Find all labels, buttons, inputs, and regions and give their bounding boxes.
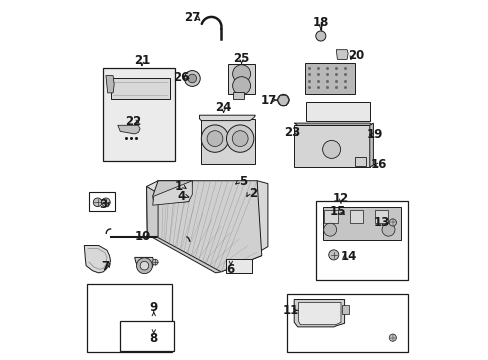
Circle shape — [226, 125, 253, 152]
Polygon shape — [199, 115, 255, 121]
Text: 27: 27 — [184, 11, 200, 24]
Circle shape — [381, 223, 394, 236]
Bar — [286, 294, 407, 352]
Circle shape — [388, 219, 396, 226]
Bar — [324, 210, 337, 223]
Polygon shape — [106, 76, 114, 93]
Circle shape — [232, 65, 250, 83]
Text: 9: 9 — [149, 301, 158, 314]
Polygon shape — [369, 123, 373, 167]
Text: 26: 26 — [173, 71, 189, 84]
Circle shape — [184, 71, 200, 86]
Circle shape — [232, 77, 250, 95]
Bar — [342, 305, 348, 314]
Text: 16: 16 — [369, 158, 386, 171]
Circle shape — [232, 131, 247, 147]
Bar — [232, 92, 244, 99]
Bar — [120, 321, 173, 351]
Polygon shape — [336, 50, 347, 59]
Circle shape — [323, 223, 336, 236]
Bar — [89, 192, 115, 211]
Bar — [374, 210, 387, 223]
Polygon shape — [200, 119, 254, 164]
Polygon shape — [298, 302, 340, 325]
Polygon shape — [158, 181, 261, 272]
Text: 3: 3 — [99, 198, 107, 211]
Polygon shape — [228, 64, 255, 94]
Polygon shape — [136, 258, 152, 274]
Text: 4: 4 — [177, 190, 185, 203]
Text: 10: 10 — [135, 230, 151, 243]
Text: 18: 18 — [312, 16, 328, 29]
Text: 22: 22 — [125, 115, 142, 128]
Text: 20: 20 — [347, 49, 364, 62]
Text: 25: 25 — [233, 52, 249, 65]
Circle shape — [201, 125, 228, 152]
Circle shape — [296, 138, 305, 147]
Text: 24: 24 — [215, 101, 231, 114]
Text: 6: 6 — [226, 263, 234, 276]
Polygon shape — [355, 157, 366, 166]
Bar — [87, 284, 171, 352]
Circle shape — [140, 261, 148, 270]
Circle shape — [102, 198, 110, 207]
Polygon shape — [152, 181, 192, 205]
Polygon shape — [225, 259, 251, 273]
Text: 21: 21 — [134, 54, 150, 67]
Bar — [349, 210, 363, 223]
Polygon shape — [110, 78, 169, 99]
Text: 23: 23 — [284, 126, 300, 139]
Bar — [315, 201, 407, 280]
Polygon shape — [305, 63, 355, 94]
Text: 8: 8 — [149, 332, 158, 345]
Circle shape — [93, 198, 102, 207]
Text: 11: 11 — [282, 304, 298, 317]
Circle shape — [277, 94, 288, 106]
Polygon shape — [134, 257, 153, 271]
Text: 12: 12 — [332, 192, 348, 205]
Polygon shape — [305, 102, 369, 121]
Polygon shape — [294, 300, 344, 327]
Circle shape — [152, 259, 158, 265]
Polygon shape — [146, 181, 158, 238]
Text: 2: 2 — [248, 187, 256, 200]
Circle shape — [187, 74, 196, 83]
Circle shape — [315, 31, 325, 41]
Polygon shape — [152, 181, 192, 203]
Circle shape — [322, 140, 340, 158]
Text: 15: 15 — [329, 205, 346, 218]
Polygon shape — [84, 246, 110, 273]
Polygon shape — [146, 186, 261, 273]
Polygon shape — [257, 181, 267, 252]
Polygon shape — [118, 125, 140, 134]
Circle shape — [388, 334, 396, 341]
Polygon shape — [322, 207, 400, 240]
Polygon shape — [294, 123, 373, 125]
Text: 7: 7 — [101, 260, 109, 273]
Text: 19: 19 — [366, 129, 382, 141]
Bar — [103, 68, 175, 161]
Text: 13: 13 — [373, 216, 389, 229]
Polygon shape — [294, 125, 369, 167]
Circle shape — [206, 131, 223, 147]
Text: 17: 17 — [260, 94, 277, 107]
Text: 1: 1 — [175, 180, 183, 193]
Circle shape — [328, 250, 338, 260]
Text: 5: 5 — [238, 175, 246, 188]
Text: 14: 14 — [340, 250, 356, 263]
